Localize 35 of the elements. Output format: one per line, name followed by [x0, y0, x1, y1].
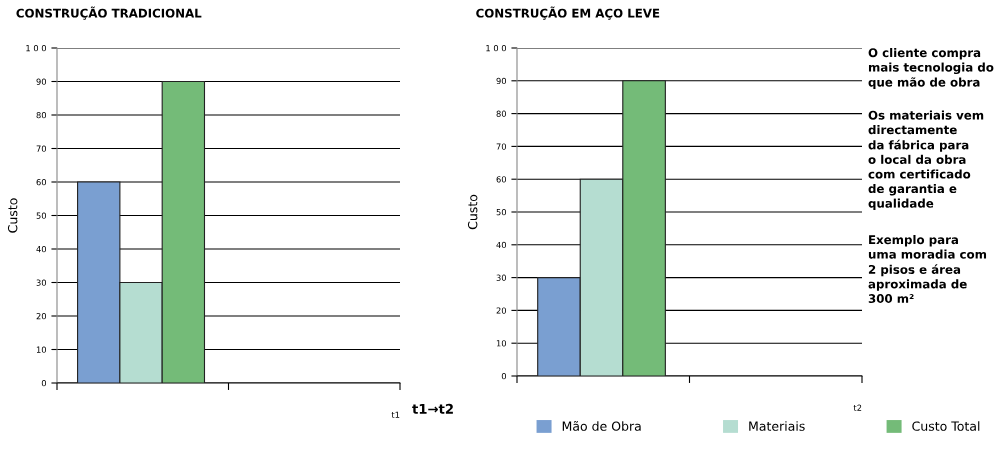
y-tick-label: 70 [36, 145, 47, 152]
y-tick-label: 50 [496, 208, 507, 216]
y-tick-label: 0 [41, 379, 47, 387]
y-tick-label: 90 [36, 78, 47, 85]
y-tick-label: 90 [496, 77, 507, 85]
legend-label: Materiais [749, 421, 805, 431]
y-tick-label: 30 [36, 279, 47, 286]
y-tick-label: 50 [36, 212, 47, 219]
text: O cliente compra mais tecnologia do que mão de obra [868, 48, 994, 89]
y-tick-label: 40 [36, 245, 47, 253]
y-tick-label: 20 [36, 312, 47, 320]
chart-title: CONSTRUÇÃO TRADICIONAL [16, 6, 202, 20]
y-tick-label: 20 [496, 307, 507, 314]
y-axis-title: Custo [467, 194, 478, 230]
y-tick-label: 0 [501, 372, 507, 380]
y-tick-label: 70 [496, 143, 507, 150]
y-tick-label: 80 [496, 110, 507, 117]
legend-label: Mão de Obra [562, 420, 641, 431]
y-tick-label: 1 0 0 [26, 44, 47, 52]
chart-title: CONSTRUÇÃO EM AÇO LEVE [476, 6, 660, 20]
y-tick-label: 1 0 0 [486, 44, 507, 52]
legend-label: Custo Total [912, 421, 980, 431]
y-tick-label: 60 [36, 178, 47, 186]
text: Os materiais vem directamente da fábrica para o local da obra com certificado de garantia e qualidade [868, 110, 984, 211]
text: t1→t2 [412, 403, 453, 414]
text: Exemplo para uma moradia com 2 pisos e área aproximada de 300 m² [868, 235, 987, 304]
y-tick-label: 10 [36, 346, 47, 353]
y-axis-title: Custo [7, 198, 18, 233]
x-axis-title: t2 [853, 404, 862, 411]
x-axis-title: t1 [391, 411, 400, 418]
y-tick-label: 30 [496, 274, 507, 281]
y-tick-label: 40 [496, 241, 507, 249]
y-tick-label: 10 [496, 340, 507, 347]
y-tick-label: 80 [36, 111, 47, 119]
y-tick-label: 60 [496, 176, 507, 183]
